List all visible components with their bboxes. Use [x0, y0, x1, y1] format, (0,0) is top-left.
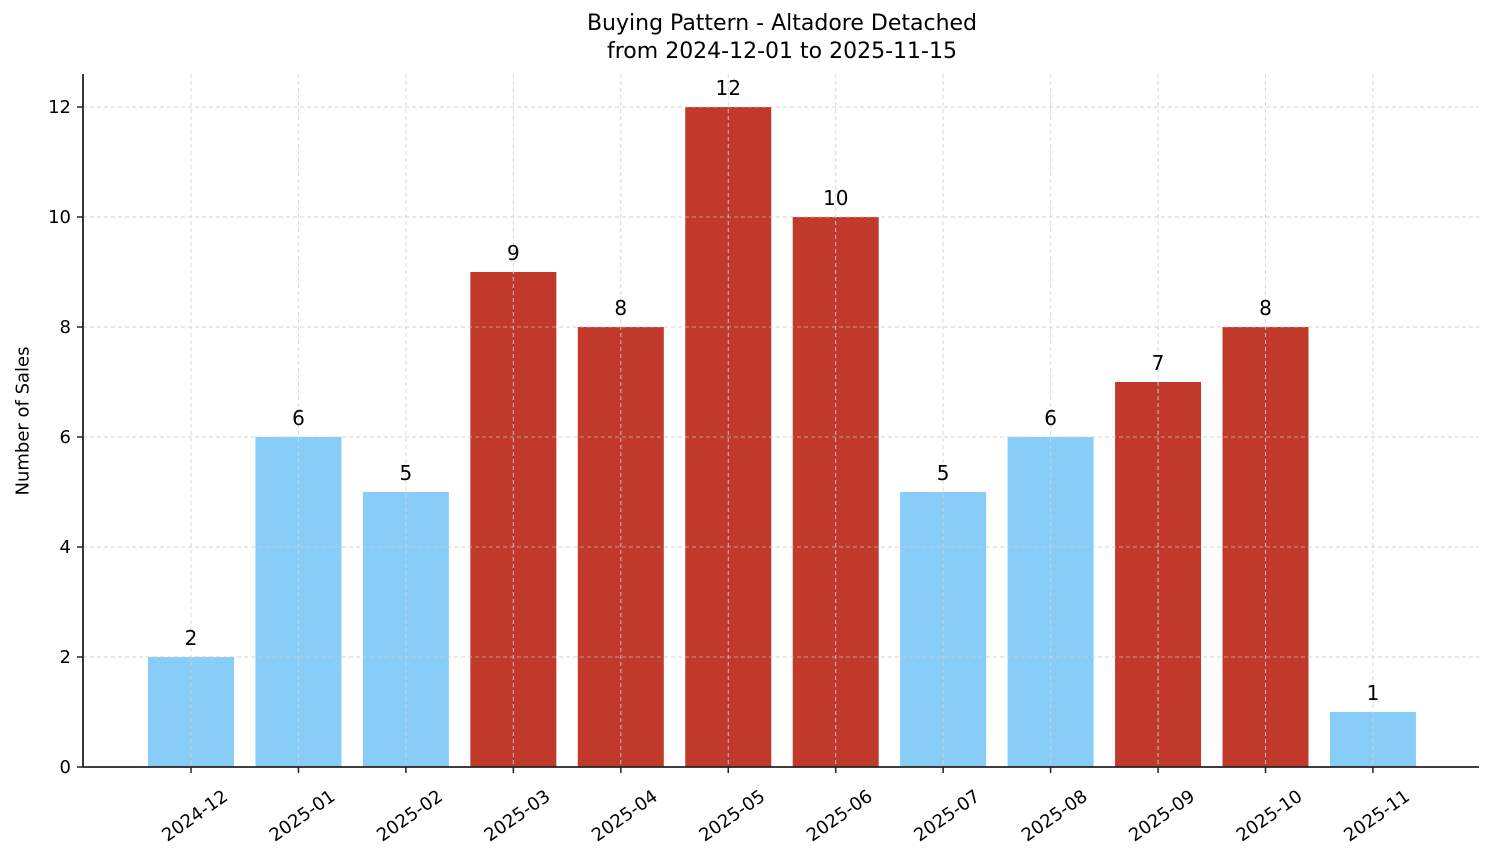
chart-subtitle: from 2024-12-01 to 2025-11-15 [607, 39, 957, 64]
bar-value-label: 5 [937, 461, 950, 485]
x-tick-label: 2025-07 [910, 786, 984, 846]
y-tick-label: 2 [60, 647, 71, 668]
bar-value-label: 12 [716, 76, 741, 100]
bar-value-label: 2 [185, 626, 198, 650]
x-tick-label: 2025-03 [481, 786, 555, 846]
bar-value-label: 9 [507, 241, 520, 265]
bars [148, 107, 1416, 767]
axes [82, 74, 1479, 768]
x-tick-label: 2025-06 [803, 786, 877, 846]
x-tick-label: 2025-11 [1340, 786, 1414, 846]
bar-value-label: 8 [614, 296, 627, 320]
bar-value-label: 6 [1044, 406, 1057, 430]
vertical-gridlines [83, 74, 1479, 767]
chart-title: Buying Pattern - Altadore Detached [586, 11, 978, 36]
bar-value-label: 8 [1259, 296, 1272, 320]
bar-value-label: 6 [292, 406, 305, 430]
bar-value-label: 7 [1152, 351, 1165, 375]
y-tick-label: 8 [60, 317, 71, 338]
chart-title-block: Buying Pattern - Altadore Detached from … [0, 10, 1494, 66]
bar-value-label: 5 [400, 461, 413, 485]
bar-value-labels: 2 6 5 9 8 12 10 5 6 7 8 1 [185, 76, 1380, 705]
x-tick-label: 2025-01 [266, 786, 340, 846]
x-tick-label: 2025-04 [588, 786, 662, 846]
x-tick-label: 2024-12 [158, 786, 232, 846]
x-tick-label: 2025-05 [695, 786, 769, 846]
y-tick-label: 6 [60, 427, 71, 448]
x-tick-label: 2025-09 [1125, 786, 1199, 846]
y-tick-label: 0 [60, 757, 71, 778]
x-tick-label: 2025-10 [1233, 786, 1307, 846]
y-tick-label: 4 [60, 537, 71, 558]
bar-value-label: 1 [1367, 681, 1380, 705]
y-tick-label: 10 [48, 207, 71, 228]
x-tick-label: 2025-08 [1018, 786, 1092, 846]
bar-value-label: 10 [823, 186, 848, 210]
x-tick-label: 2025-02 [373, 786, 447, 846]
y-tick-label: 12 [48, 97, 71, 118]
